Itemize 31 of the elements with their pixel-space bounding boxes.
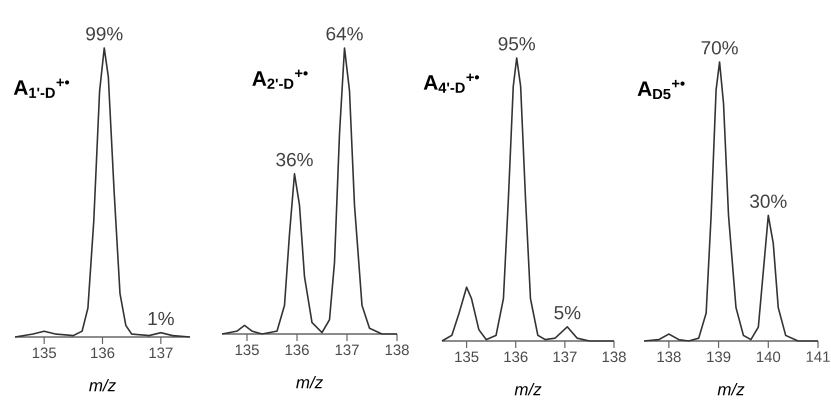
x-tick-label: 138 <box>602 352 626 362</box>
x-axis-title: m/z <box>514 382 542 396</box>
x-tick-label: 135 <box>32 348 56 358</box>
annotation: 95% <box>498 37 535 50</box>
x-tick-label: 135 <box>455 352 478 362</box>
annotation: 70% <box>702 41 738 54</box>
annotation: 5% <box>554 306 580 320</box>
x-tick-label: 141 <box>806 352 830 362</box>
x-tick-label: 136 <box>91 348 114 358</box>
x-tick-label: 139 <box>707 352 730 362</box>
annotation: 36% <box>276 152 313 166</box>
text: A$_{2'-D}$+• <box>252 70 308 89</box>
annotation: 30% <box>750 194 787 208</box>
x-axis-title: m/z <box>718 382 744 396</box>
text: A$_{D5}$+• <box>638 80 685 100</box>
x-tick-label: 135 <box>236 344 259 356</box>
x-tick-label: 138 <box>658 352 681 362</box>
x-tick-label: 137 <box>336 344 359 356</box>
x-axis-title: m/z <box>296 376 323 388</box>
x-tick-label: 140 <box>756 352 780 362</box>
x-tick-label: 137 <box>554 352 577 362</box>
text: A$_{4'-D}$+• <box>424 74 480 93</box>
x-axis-title: m/z <box>89 378 116 392</box>
annotation: 64% <box>326 27 363 40</box>
x-tick-label: 136 <box>286 344 309 356</box>
annotation: 1% <box>148 312 174 326</box>
x-tick-label: 136 <box>504 352 528 362</box>
x-tick-label: 137 <box>150 348 173 358</box>
annotation: 99% <box>86 27 123 40</box>
x-tick-label: 138 <box>386 344 409 356</box>
text: A$_{1'-D}$+• <box>14 78 70 98</box>
